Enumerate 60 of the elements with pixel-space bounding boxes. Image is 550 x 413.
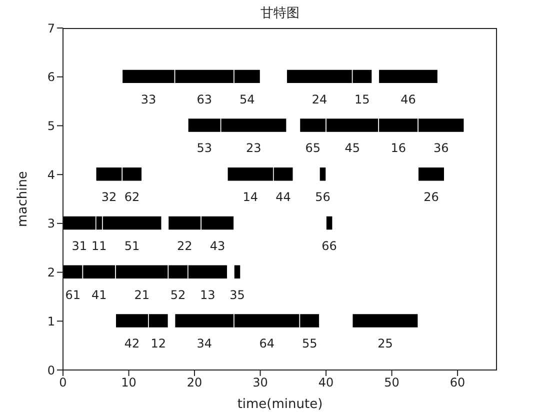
annotation: 64	[259, 336, 274, 351]
x-tick-label: 40	[318, 376, 334, 390]
bar	[234, 264, 241, 280]
y-tick-label: 4	[47, 168, 55, 182]
annotation: 26	[424, 190, 439, 204]
annotation: 44	[276, 190, 291, 204]
annotation: 62	[124, 190, 140, 204]
annotation: 46	[400, 92, 416, 106]
annotation: 21	[134, 288, 150, 302]
annotation: 56	[315, 190, 330, 204]
bar	[378, 69, 438, 84]
x-tick-label: 20	[186, 376, 202, 390]
annotation: 55	[302, 336, 318, 351]
annotation: 12	[150, 336, 166, 351]
annotation: 33	[140, 92, 156, 106]
y-tick-label: 2	[47, 266, 55, 280]
y-tick-label: 0	[47, 363, 55, 378]
annotation: 51	[124, 238, 140, 253]
annotation: 23	[246, 141, 262, 156]
annotation: 65	[305, 141, 321, 156]
annotation: 45	[344, 141, 360, 156]
bar	[326, 216, 334, 230]
y-axis-title: machine	[16, 171, 31, 227]
x-axis-title: time(minute)	[237, 397, 323, 412]
x-tick-label: 0	[59, 376, 67, 390]
annotation: 52	[170, 288, 186, 302]
annotation: 53	[196, 141, 212, 156]
annotation: 34	[196, 336, 212, 351]
annotation: 66	[322, 238, 337, 253]
bar	[418, 166, 445, 182]
annotation: 43	[210, 238, 226, 253]
y-tick-label: 5	[47, 118, 55, 133]
annotation: 16	[390, 141, 406, 156]
annotation: 22	[177, 238, 192, 253]
annotation: 24	[312, 92, 328, 106]
y-tick-label: 6	[47, 70, 55, 84]
annotation: 32	[101, 190, 117, 204]
x-tick-label: 50	[384, 376, 400, 390]
annotation: 36	[433, 141, 449, 156]
annotation: 63	[196, 92, 212, 106]
x-tick-label: 10	[121, 376, 136, 390]
annotation: 25	[378, 336, 393, 351]
bar	[352, 313, 418, 328]
bar	[319, 166, 326, 182]
annotation: 14	[242, 190, 258, 204]
annotation: 13	[200, 288, 216, 302]
annotation: 15	[354, 92, 370, 106]
annotation: 31	[72, 238, 88, 253]
x-tick-label: 30	[252, 376, 268, 390]
y-tick-label: 7	[47, 21, 55, 36]
y-tick-label: 3	[47, 216, 55, 231]
annotation: 61	[65, 288, 81, 302]
y-tick-label: 1	[47, 314, 55, 328]
annotation: 41	[92, 288, 107, 302]
annotation: 35	[230, 288, 245, 302]
x-tick-label: 60	[450, 376, 466, 390]
annotation: 42	[124, 336, 140, 351]
chart-title: 甘特图	[260, 5, 300, 22]
annotation: 11	[92, 238, 107, 253]
annotation: 54	[239, 92, 255, 106]
